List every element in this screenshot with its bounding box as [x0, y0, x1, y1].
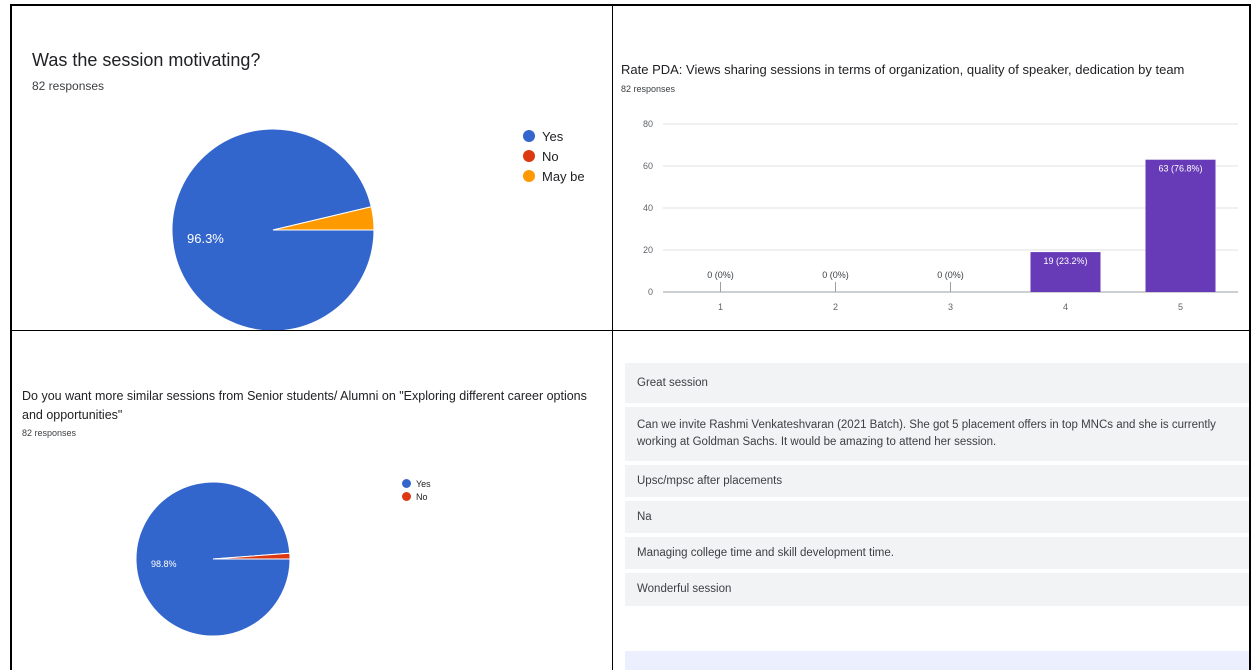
chart-subtitle: 82 responses	[22, 428, 77, 438]
pie-slice-no	[212, 552, 291, 560]
response-list: Great session Can we invite Rashmi Venka…	[625, 363, 1249, 610]
x-tick-label: 5	[1178, 302, 1183, 312]
y-tick-label: 60	[643, 161, 653, 171]
legend-item-no: No	[523, 146, 585, 166]
x-tick-label: 2	[833, 302, 838, 312]
legend-item-maybe: May be	[523, 166, 585, 186]
chart-title: Do you want more similar sessions from S…	[22, 389, 587, 422]
y-tick-label: 40	[643, 203, 653, 213]
y-tick-label: 80	[643, 119, 653, 129]
response-item: Can we invite Rashmi Venkateshvaran (202…	[625, 407, 1249, 461]
legend-swatch	[523, 170, 535, 182]
legend-label: No	[416, 491, 428, 502]
response-item: Na	[625, 501, 1249, 533]
response-item: Managing college time and skill developm…	[625, 537, 1249, 569]
y-tick-label: 0	[648, 287, 653, 297]
chart-subtitle: 82 responses	[32, 79, 105, 93]
more-sessions-chart-panel: Do you want more similar sessions from S…	[10, 330, 613, 670]
pie-slice-may-be	[272, 206, 375, 231]
bar	[1145, 159, 1216, 292]
chart-subtitle: 82 responses	[621, 84, 676, 94]
data-label: 63 (76.8%)	[1158, 164, 1202, 174]
legend-swatch	[523, 150, 535, 162]
data-label: 0 (0%)	[822, 270, 849, 280]
pie-slice-label: 96.3%	[187, 231, 224, 246]
legend-swatch	[402, 479, 411, 488]
legend-label: Yes	[416, 478, 431, 489]
chart-legend: Yes No May be	[523, 126, 585, 186]
rating-chart-panel: Rate PDA: Views sharing sessions in term…	[612, 4, 1251, 331]
response-item: Great session	[625, 363, 1249, 403]
response-item: Wonderful session	[625, 573, 1249, 606]
legend-item-yes: Yes	[402, 477, 431, 490]
data-label: 0 (0%)	[707, 270, 734, 280]
pie-slice-label: 98.8%	[151, 559, 177, 569]
screenshot-grid: Was the session motivating? 82 responses…	[10, 4, 1251, 670]
legend-label: Yes	[542, 128, 564, 144]
chart-title: Rate PDA: Views sharing sessions in term…	[621, 62, 1185, 77]
chart-title: Was the session motivating?	[32, 50, 261, 70]
x-tick-label: 1	[718, 302, 723, 312]
pie-chart: 96.3%	[171, 128, 375, 330]
x-tick-label: 3	[948, 302, 953, 312]
data-label: 0 (0%)	[937, 270, 964, 280]
legend-swatch	[402, 492, 411, 501]
legend-label: No	[542, 148, 559, 164]
pie-chart: 98.8%	[135, 481, 291, 637]
chart-legend: Yes No	[402, 477, 431, 503]
y-tick-label: 20	[643, 245, 653, 255]
bar	[1030, 252, 1101, 292]
legend-item-yes: Yes	[523, 126, 585, 146]
x-tick-label: 4	[1063, 302, 1068, 312]
data-label: 19 (23.2%)	[1043, 256, 1087, 266]
response-list-footer	[625, 651, 1249, 670]
bar-chart: 0 20 40 60 80 0 (0%) 1 0 (0%) 2 0 (0%) 3 19 (23.2%)…	[643, 119, 1238, 312]
legend-label: May be	[542, 168, 585, 184]
text-responses-panel: Great session Can we invite Rashmi Venka…	[612, 330, 1251, 670]
response-item: Upsc/mpsc after placements	[625, 465, 1249, 497]
motivating-chart-panel: Was the session motivating? 82 responses…	[10, 4, 613, 331]
legend-item-no: No	[402, 490, 431, 503]
legend-swatch	[523, 130, 535, 142]
